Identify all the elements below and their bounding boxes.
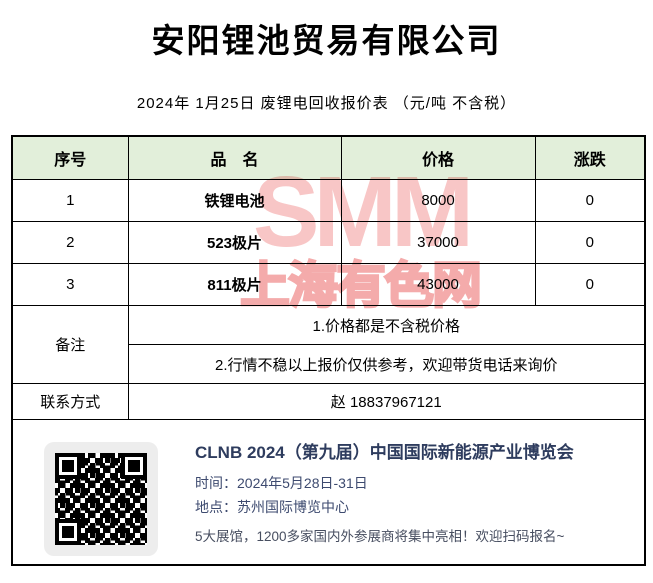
row-no: 2 [11,221,129,264]
qr-pattern [55,453,147,545]
event-title: CLNB 2024（第九届）中国国际新能源产业博览会 [195,443,574,462]
row-product: 523极片 [127,221,342,264]
row-no: 3 [11,263,129,306]
qr-code [44,442,158,556]
event-banner-cell: CLNB 2024（第九届）中国国际新能源产业博览会 时间：2024年5月28日… [11,419,646,566]
qr-finder-icon [55,519,81,545]
header-product: 品 名 [127,135,342,180]
row-change: 0 [534,263,646,306]
qr-finder-icon [121,453,147,479]
event-location: 地点：苏州国际博览中心 [195,499,349,515]
contact-row: 联系方式 赵 18837967121 [11,383,646,420]
company-title: 安阳锂池贸易有限公司 [151,22,502,59]
row-price: 37000 [340,221,536,264]
header-change: 涨跌 [534,135,646,180]
row-change: 0 [534,221,646,264]
row-no: 1 [11,179,129,222]
sheet-subtitle: 2024年 1月25日 废锂电回收报价表 （元/吨 不含税） [136,95,517,112]
header-price: 价格 [340,135,536,180]
row-price: 8000 [340,179,536,222]
notes-label: 备注 [11,305,129,384]
quote-table: 序号 品 名 价格 涨跌 1 铁锂电池 8000 0 2 523极片 37000… [11,135,646,566]
contact-label: 联系方式 [11,383,129,420]
note-line-1: 1.价格都是不含税价格 [127,305,646,345]
event-info: CLNB 2024（第九届）中国国际新能源产业博览会 时间：2024年5月28日… [195,442,574,545]
notes-row-1: 备注 1.价格都是不含税价格 [11,305,646,384]
row-price: 43000 [340,263,536,306]
event-promo: 5大展馆，1200多家国内外参展商将集中亮相！欢迎扫码报名~ [195,529,565,544]
event-time: 时间：2024年5月28日-31日 [195,475,368,491]
table-row: 1 铁锂电池 8000 0 [11,179,646,222]
qr-finder-icon [55,453,81,479]
row-product: 铁锂电池 [127,179,342,222]
header-no: 序号 [11,135,129,180]
note-line-2: 2.行情不稳以上报价仅供参考，欢迎带货电话来询价 [127,344,646,384]
row-product: 811极片 [127,263,342,306]
table-row: 2 523极片 37000 0 [11,221,646,264]
contact-value: 赵 18837967121 [127,383,646,420]
table-row: 3 811极片 43000 0 [11,263,646,306]
footer-row: CLNB 2024（第九届）中国国际新能源产业博览会 时间：2024年5月28日… [11,419,646,566]
row-change: 0 [534,179,646,222]
notes-row-2: 2.行情不稳以上报价仅供参考，欢迎带货电话来询价 [12,344,646,384]
table-header-row: 序号 品 名 价格 涨跌 [11,135,646,180]
